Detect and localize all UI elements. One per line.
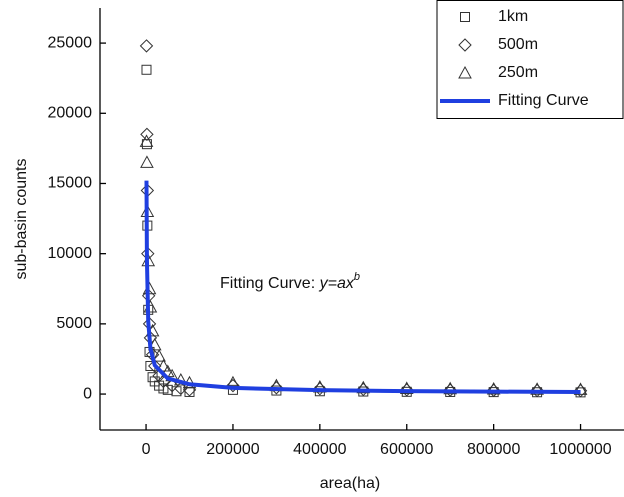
y-tick-label: 25000 bbox=[48, 34, 93, 51]
annotation: Fitting Curve: y=axb bbox=[220, 271, 360, 292]
legend-label: 500m bbox=[498, 36, 538, 53]
diamond-marker bbox=[400, 383, 414, 397]
diamond-marker bbox=[356, 382, 371, 397]
legend-label: 250m bbox=[498, 64, 538, 81]
triangle-marker bbox=[140, 155, 154, 168]
diamond-marker bbox=[313, 382, 327, 396]
legend-box bbox=[436, 0, 624, 119]
triangle-marker bbox=[458, 65, 472, 79]
square-marker bbox=[460, 12, 470, 22]
x-tick-label: 400000 bbox=[293, 441, 346, 458]
diamond-marker bbox=[443, 383, 457, 397]
diamond-marker bbox=[573, 383, 588, 398]
y-axis-label: sub-basin counts bbox=[13, 159, 30, 280]
diamond-marker bbox=[486, 383, 501, 398]
triangle-marker bbox=[399, 381, 414, 394]
diamond-marker bbox=[530, 383, 544, 398]
y-tick-label: 15000 bbox=[48, 175, 93, 192]
triangle-marker bbox=[530, 382, 544, 395]
diamond-marker bbox=[139, 39, 154, 53]
y-tick-label: 0 bbox=[83, 385, 92, 402]
x-tick-label: 1000000 bbox=[549, 441, 611, 458]
legend: 1km 500m 250m Fitting Curve bbox=[436, 0, 624, 119]
y-tick-label: 20000 bbox=[48, 105, 93, 122]
diamond-marker bbox=[140, 127, 154, 142]
triangle-marker bbox=[152, 349, 166, 362]
legend-label: Fitting Curve bbox=[498, 92, 589, 109]
diamond-marker bbox=[458, 38, 472, 52]
annotation-exponent: b bbox=[354, 271, 360, 283]
triangle-marker bbox=[156, 358, 171, 372]
annotation-formula: y=ax bbox=[319, 275, 355, 292]
y-tick-label: 10000 bbox=[48, 245, 93, 262]
x-tick-label: 0 bbox=[142, 441, 151, 458]
legend-label: 1km bbox=[498, 8, 528, 25]
triangle-marker bbox=[139, 134, 154, 147]
diamond-marker bbox=[269, 381, 284, 395]
triangle-marker bbox=[573, 382, 588, 395]
triangle-marker bbox=[356, 380, 371, 394]
square-marker bbox=[141, 64, 152, 75]
x-tick-label: 600000 bbox=[380, 441, 433, 458]
x-axis-label: area(ha) bbox=[320, 475, 380, 492]
annotation-prefix: Fitting Curve: bbox=[220, 275, 320, 292]
y-tick-label: 5000 bbox=[56, 315, 92, 332]
diamond-marker bbox=[148, 359, 162, 373]
triangle-marker bbox=[486, 381, 501, 395]
triangle-marker bbox=[443, 381, 458, 395]
x-tick-label: 800000 bbox=[467, 441, 520, 458]
x-tick-label: 200000 bbox=[206, 441, 259, 458]
square-marker bbox=[171, 386, 182, 397]
fitting-curve bbox=[144, 180, 581, 394]
